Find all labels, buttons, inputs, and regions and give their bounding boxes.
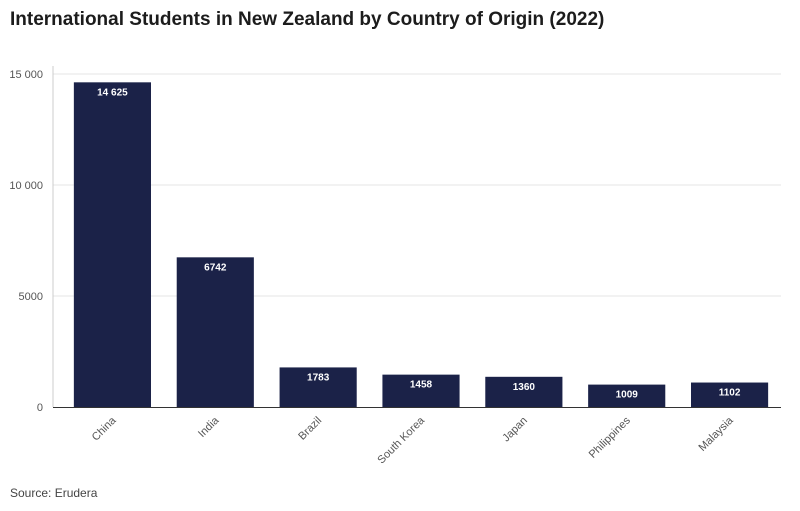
data-label: 1102 — [719, 388, 741, 399]
x-tick-label: Japan — [500, 415, 530, 445]
data-label: 1009 — [616, 390, 639, 401]
y-tick-label: 0 — [37, 402, 43, 414]
x-tick-label: Philippines — [587, 414, 633, 460]
bar-philippines — [588, 384, 666, 407]
bar-south-korea — [382, 374, 460, 407]
y-tick-label: 10 000 — [9, 180, 43, 192]
bar-japan — [485, 376, 563, 407]
source-note: Source: Erudera — [10, 486, 98, 500]
x-tick-label: India — [196, 414, 222, 440]
y-tick-label: 15 000 — [9, 69, 43, 81]
x-tick-label: Brazil — [296, 415, 324, 443]
data-label: 14 625 — [97, 87, 128, 98]
data-labels: 14 625 6742 1783 1458 1360 1009 1102 — [97, 87, 741, 400]
x-tick-label: Malaysia — [697, 414, 737, 454]
bar-brazil — [279, 367, 357, 407]
bar-malaysia — [691, 382, 769, 407]
bar-india — [176, 257, 254, 407]
x-tick-label: China — [90, 414, 119, 443]
x-tick-label: South Korea — [375, 414, 427, 466]
data-label: 1783 — [307, 372, 330, 383]
chart-title: International Students in New Zealand by… — [10, 9, 605, 30]
gridlines — [53, 73, 781, 297]
data-label: 1360 — [513, 382, 536, 393]
bars — [73, 82, 769, 407]
data-label: 6742 — [204, 262, 227, 273]
data-label: 1458 — [410, 380, 433, 391]
bar-china — [73, 82, 151, 407]
y-tick-label: 5000 — [19, 291, 43, 303]
